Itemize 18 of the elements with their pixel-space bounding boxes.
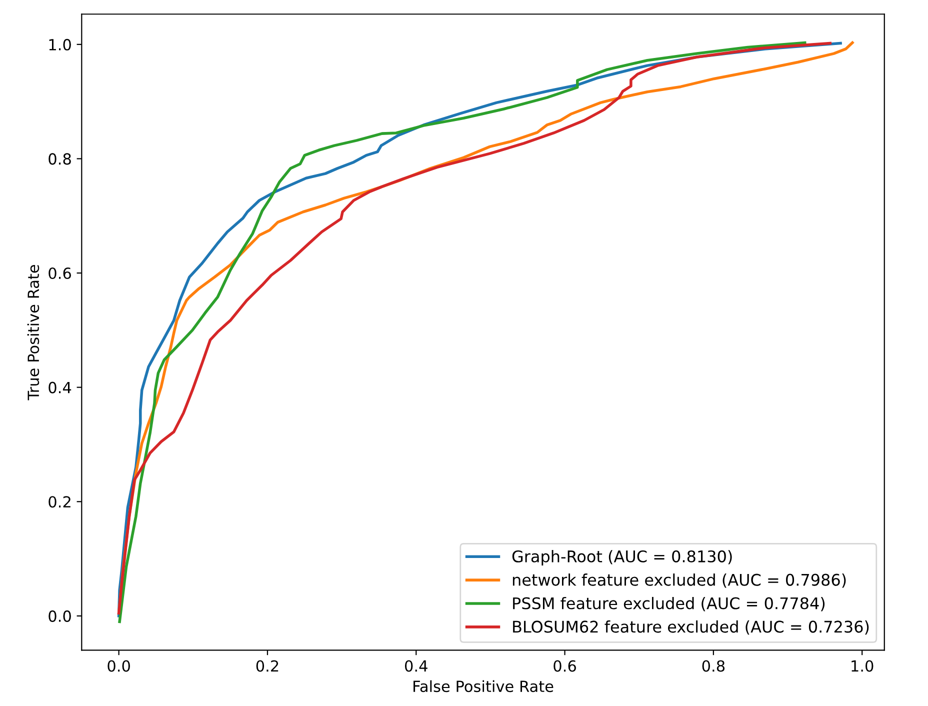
y-tick-label: 0.2: [48, 496, 70, 508]
y-axis-title: True Positive Rate: [27, 264, 40, 400]
y-tick-label: 0.0: [48, 610, 71, 622]
x-axis-title: False Positive Rate: [414, 680, 554, 692]
x-tick-label: 0.2: [256, 660, 278, 672]
y-tick-label: 0.4: [48, 382, 72, 394]
y-tick-label: 0.8: [48, 153, 71, 165]
x-tick-label: 0.0: [108, 660, 130, 672]
legend-label: BLOSUM62 feature excluded (AUC = 0.7236): [513, 620, 869, 635]
y-tick-label: 1.0: [49, 38, 71, 50]
legend-label: PSSM feature excluded (AUC = 0.7784): [513, 596, 825, 612]
x-tick-label: 0.8: [702, 660, 725, 672]
y-tick-label: 0.6: [48, 267, 71, 280]
x-tick-label: 0.6: [554, 660, 576, 672]
legend-label: Graph-Root (AUC = 0.8130): [512, 550, 732, 566]
x-tick-label: 0.4: [404, 660, 428, 672]
legend-label: network feature excluded (AUC = 0.7986): [512, 574, 846, 588]
x-tick-label: 1.0: [852, 660, 874, 672]
